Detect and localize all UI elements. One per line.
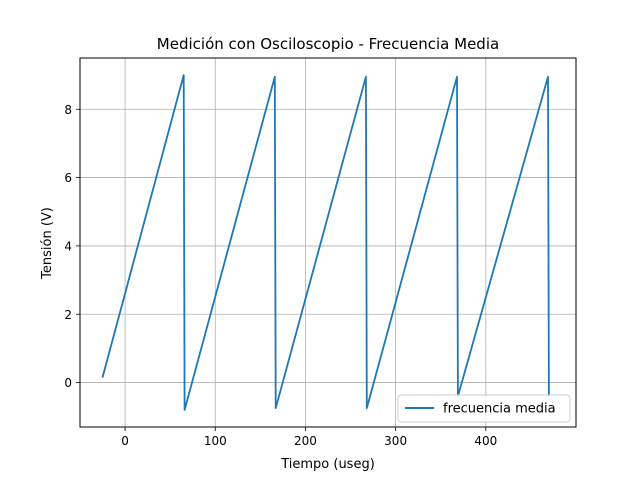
x-tick-label: 100 [204, 434, 227, 448]
plot-frame [79, 57, 577, 428]
grid [80, 58, 576, 427]
series-line-frecuencia-media [101, 74, 550, 411]
axis-ticks: 0 100 200 300 400 0 2 4 6 8 [64, 103, 497, 448]
y-tick-label: 0 [64, 376, 72, 390]
legend: frecuencia media [397, 394, 571, 423]
legend-label: frecuencia media [443, 402, 556, 417]
y-tick-label: 4 [64, 239, 72, 253]
x-axis-label: Tiempo (useg) [280, 457, 375, 472]
y-axis-label: Tensión (V) [40, 207, 55, 280]
x-tick-label: 400 [474, 434, 497, 448]
series-layer [101, 74, 550, 411]
y-tick-label: 8 [64, 103, 72, 117]
x-tick-label: 0 [121, 434, 129, 448]
x-tick-label: 200 [294, 434, 317, 448]
y-tick-label: 6 [64, 171, 72, 185]
x-tick-label: 300 [384, 434, 407, 448]
chart-title: Medición con Osciloscopio - Frecuencia M… [157, 35, 499, 53]
legend-box [397, 394, 571, 423]
y-tick-label: 2 [64, 308, 72, 322]
